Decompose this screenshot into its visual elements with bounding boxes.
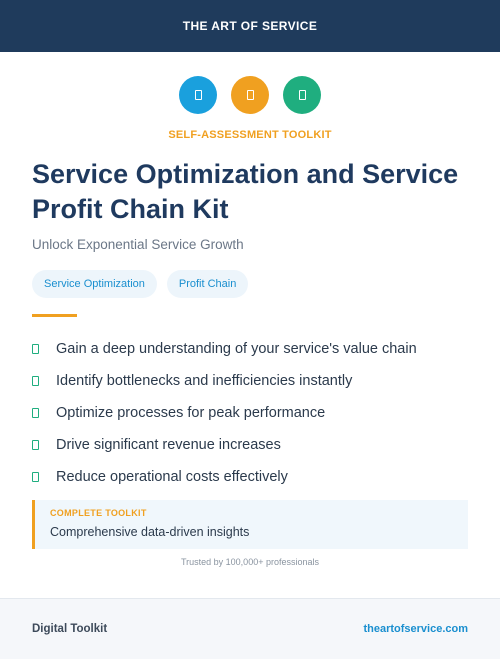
subtitle: Unlock Exponential Service Growth bbox=[32, 237, 244, 252]
callout-label: COMPLETE TOOLKIT bbox=[50, 508, 147, 518]
footer: Digital Toolkit theartofservice.com bbox=[0, 598, 500, 659]
page-title: Service Optimization and Service Profit … bbox=[32, 159, 459, 224]
benefit-text: Identify bottlenecks and inefficiencies … bbox=[56, 373, 353, 389]
tag-service-optimization: Service Optimization bbox=[32, 270, 157, 298]
toolkit-callout: COMPLETE TOOLKIT Comprehensive data-driv… bbox=[32, 500, 468, 549]
benefit-list: Gain a deep understanding of your servic… bbox=[32, 333, 472, 493]
check-icon bbox=[32, 472, 39, 482]
lightbulb-icon bbox=[179, 76, 217, 114]
callout-text: Comprehensive data-driven insights bbox=[50, 525, 250, 539]
benefit-text: Reduce operational costs effectively bbox=[56, 469, 288, 485]
footer-label: Digital Toolkit bbox=[32, 623, 108, 635]
trend-icon bbox=[283, 76, 321, 114]
top-banner: THE ART OF SERVICE bbox=[0, 0, 500, 52]
list-item: Optimize processes for peak performance bbox=[32, 397, 472, 429]
website-link[interactable]: theartofservice.com bbox=[363, 623, 468, 635]
tag-list: Service Optimization Profit Chain bbox=[32, 270, 249, 298]
list-item: Identify bottlenecks and inefficiencies … bbox=[32, 365, 472, 397]
brand-name: THE ART OF SERVICE bbox=[182, 19, 318, 33]
check-icon bbox=[32, 440, 39, 450]
check-icon bbox=[32, 408, 39, 418]
kicker-label: SELF-ASSESSMENT TOOLKIT bbox=[168, 129, 332, 141]
list-item: Reduce operational costs effectively bbox=[32, 461, 472, 493]
benefit-text: Gain a deep understanding of your servic… bbox=[56, 341, 417, 357]
trusted-note: Trusted by 100,000+ professionals bbox=[180, 557, 319, 567]
gauge-icon bbox=[231, 76, 269, 114]
list-item: Drive significant revenue increases bbox=[32, 429, 472, 461]
benefit-text: Optimize processes for peak performance bbox=[56, 405, 326, 421]
check-icon bbox=[32, 376, 39, 386]
accent-divider bbox=[32, 314, 77, 317]
check-icon bbox=[32, 344, 39, 354]
icon-row bbox=[0, 76, 500, 114]
benefit-text: Drive significant revenue increases bbox=[56, 437, 281, 453]
list-item: Gain a deep understanding of your servic… bbox=[32, 333, 472, 365]
tag-profit-chain: Profit Chain bbox=[166, 270, 249, 298]
